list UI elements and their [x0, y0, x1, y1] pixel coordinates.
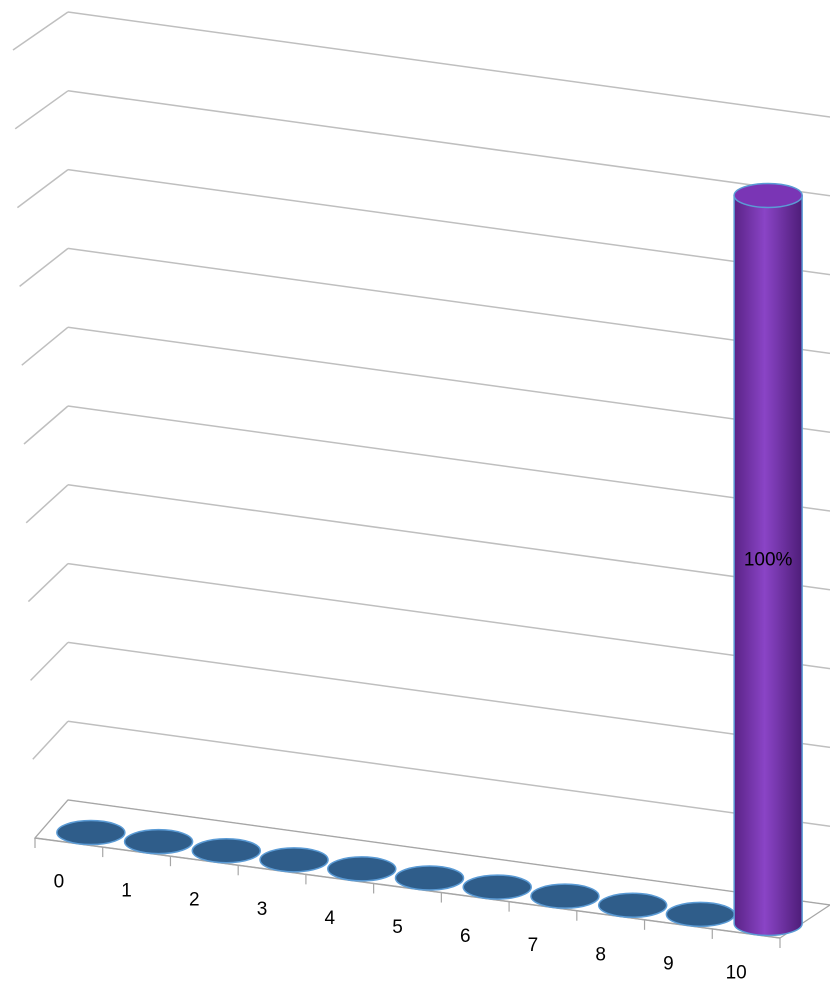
side-gridline: [12, 11, 69, 51]
bar-cylinder-top: [665, 901, 736, 928]
bar-7: [530, 883, 600, 909]
side-gridline: [14, 90, 69, 130]
x-tick-label: 8: [595, 944, 606, 965]
back-gridline: [67, 562, 830, 670]
side-gridline: [23, 405, 69, 445]
x-tick-label: 5: [392, 917, 403, 938]
x-axis-line: [34, 837, 781, 939]
x-tick-label: 4: [324, 908, 335, 929]
bar-cylinder-top: [56, 819, 126, 846]
bar-1: [123, 828, 194, 855]
x-tick-label: 7: [528, 935, 539, 956]
x-tick-label: 3: [257, 899, 268, 920]
bar-10: [733, 182, 803, 937]
x-tick-label: 2: [189, 890, 200, 911]
back-gridline: [67, 484, 830, 591]
back-gridline: [67, 168, 830, 276]
bar-cylinder-top: [327, 856, 397, 882]
data-label: 100%: [744, 549, 793, 570]
bar-cylinder-top: [462, 874, 532, 900]
x-tick-label: 6: [460, 926, 471, 947]
bar-3: [259, 847, 329, 873]
bar-2: [191, 837, 262, 864]
x-tick-label: 10: [726, 962, 747, 983]
back-gridline: [67, 641, 830, 749]
bar-9: [665, 901, 736, 928]
bar-8: [597, 892, 668, 919]
bar-cylinder-top: [191, 837, 262, 864]
bar-0: [56, 819, 126, 846]
bar-cylinder-top: [123, 828, 194, 855]
back-gridline: [67, 720, 830, 827]
back-gridline: [67, 11, 830, 118]
back-gridline: [67, 90, 830, 197]
x-tick-label: 1: [121, 881, 132, 902]
side-gridline: [16, 169, 69, 209]
x-tick-label: 9: [663, 953, 674, 974]
side-gridline: [25, 484, 69, 524]
bar-4: [327, 856, 397, 882]
side-gridline: [27, 563, 69, 603]
bar-6: [462, 874, 532, 900]
x-tick-label: 0: [54, 872, 65, 893]
bar-cylinder-top: [394, 865, 465, 891]
side-gridline: [21, 326, 69, 366]
bar-cylinder-top: [259, 847, 329, 873]
back-gridline: [67, 405, 830, 512]
side-gridline: [19, 247, 69, 287]
bar-cylinder-top: [597, 892, 668, 919]
side-gridline: [32, 720, 69, 760]
side-gridline: [30, 641, 69, 681]
bar-5: [394, 865, 465, 891]
bar-cylinder-body: [733, 194, 803, 937]
back-gridline: [67, 247, 830, 355]
bar-cylinder-top: [530, 883, 600, 909]
bar-cylinder-top: [733, 182, 803, 209]
back-gridline: [67, 326, 830, 433]
